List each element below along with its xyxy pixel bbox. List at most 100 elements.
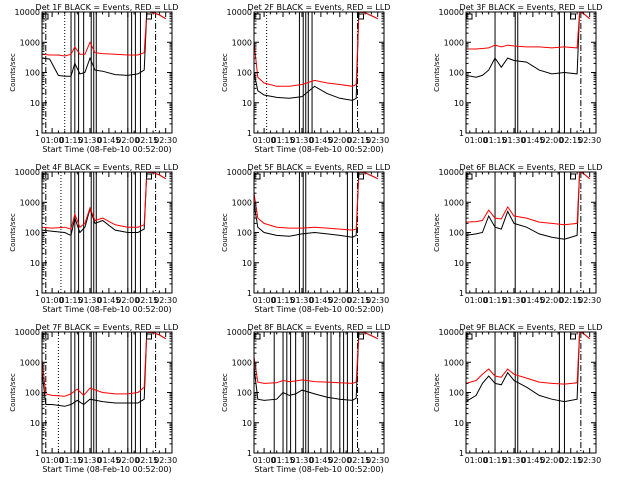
panel-4: 1 10 100 1000 10000 01:0001:1501:3001:4502:00…: [9, 163, 178, 314]
y-tick-label: 1000: [20, 198, 40, 207]
plot-frame: [465, 331, 597, 454]
x-tick-label: 01:00: [253, 456, 276, 465]
x-tick-label: 01:00: [465, 456, 488, 465]
y-tick-label: 1: [459, 289, 464, 298]
x-tick-label: 01:15: [271, 136, 294, 145]
x-tick-label: 02:30: [578, 456, 601, 465]
y-tick-label: 10: [242, 419, 252, 428]
y-axis-label: Counts/sec: [433, 373, 441, 412]
x-tick-label: 01:00: [253, 136, 276, 145]
panel-6: 1 10 100 1000 10000 01:0001:1501:3001:4502:00…: [433, 163, 602, 305]
y-axis-label: Counts/sec: [221, 373, 229, 412]
x-tick-label: 01:30: [502, 456, 525, 465]
y-tick-label: 10000: [439, 328, 464, 337]
x-tick-label: 01:00: [41, 136, 64, 145]
y-tick-label: 10: [454, 259, 464, 268]
x-tick-label: 01:45: [309, 456, 332, 465]
end-box-marker: [569, 333, 576, 340]
panel-title: Det 5F BLACK = Events, RED = LLD: [248, 163, 391, 172]
x-tick-label: 02:15: [135, 456, 158, 465]
x-tick-label: 02:00: [328, 136, 351, 145]
corner-box-marker: [254, 173, 261, 180]
y-tick-label: 1: [247, 129, 252, 138]
y-tick-label: 10: [30, 419, 40, 428]
x-axis-label: Start Time (08-Feb-10 00:52:00): [42, 465, 171, 474]
y-tick-label: 1000: [232, 358, 252, 367]
series-line-lld: [254, 332, 378, 384]
end-box-marker: [357, 13, 364, 20]
x-tick-label: 01:45: [521, 296, 544, 305]
y-tick-label: 1: [247, 289, 252, 298]
y-tick-label: 1000: [232, 198, 252, 207]
x-tick-label: 02:15: [559, 136, 582, 145]
y-tick-label: 10: [454, 419, 464, 428]
panel-title: Det 3F BLACK = Events, RED = LLD: [460, 3, 603, 12]
series-line-events: [254, 12, 378, 101]
y-tick-label: 100: [449, 69, 464, 78]
corner-box-marker: [254, 333, 261, 340]
x-tick-label: 02:15: [559, 456, 582, 465]
x-tick-label: 02:00: [540, 296, 563, 305]
y-tick-label: 1: [35, 289, 40, 298]
y-axis-label: Counts/sec: [9, 373, 17, 412]
series-line-events: [466, 332, 591, 403]
end-box-marker: [145, 13, 152, 20]
panel-9: 1 10 100 1000 10000 01:0001:1501:3001:4502:00…: [433, 323, 602, 465]
x-tick-label: 01:30: [290, 136, 313, 145]
y-tick-label: 10000: [227, 328, 252, 337]
y-tick-label: 10000: [439, 8, 464, 17]
series-line-events: [466, 12, 591, 78]
y-tick-label: 10000: [15, 8, 40, 17]
x-tick-label: 01:30: [502, 296, 525, 305]
y-tick-label: 1000: [444, 358, 464, 367]
end-box-marker: [569, 173, 576, 180]
panel-5: 1 10 100 1000 10000 01:0001:1501:3001:4502:00…: [221, 163, 390, 314]
x-tick-label: 02:15: [559, 296, 582, 305]
x-tick-label: 01:45: [521, 456, 544, 465]
y-tick-label: 1: [35, 129, 40, 138]
x-tick-label: 02:30: [154, 456, 177, 465]
x-axis-label: Start Time (08-Feb-10 00:52:00): [254, 465, 383, 474]
y-tick-label: 1000: [444, 198, 464, 207]
x-tick-label: 02:30: [578, 296, 601, 305]
x-axis-label: Start Time (08-Feb-10 00:52:00): [254, 145, 383, 154]
y-tick-label: 100: [25, 69, 40, 78]
x-tick-label: 01:30: [502, 136, 525, 145]
end-box-marker: [357, 333, 364, 340]
series-line-lld: [254, 12, 378, 87]
y-tick-label: 100: [25, 229, 40, 238]
series-line-lld: [42, 332, 166, 397]
y-tick-label: 1000: [232, 38, 252, 47]
end-box-marker: [145, 173, 152, 180]
y-tick-label: 1: [247, 449, 252, 458]
x-tick-label: 02:15: [347, 456, 370, 465]
x-tick-label: 02:30: [578, 136, 601, 145]
x-tick-label: 02:00: [328, 296, 351, 305]
panel-title: Det 7F BLACK = Events, RED = LLD: [36, 323, 179, 332]
panel-title: Det 6F BLACK = Events, RED = LLD: [460, 163, 603, 172]
y-tick-label: 10000: [15, 328, 40, 337]
x-tick-label: 01:15: [483, 296, 506, 305]
y-tick-label: 10000: [15, 168, 40, 177]
series-line-lld: [254, 172, 378, 231]
series-line-events: [466, 172, 591, 240]
x-tick-label: 01:30: [290, 456, 313, 465]
y-tick-label: 10: [454, 99, 464, 108]
x-tick-label: 01:00: [253, 296, 276, 305]
panel-title: Det 1F BLACK = Events, RED = LLD: [36, 3, 179, 12]
y-tick-label: 10: [30, 99, 40, 108]
corner-box-marker: [466, 13, 473, 20]
x-tick-label: 01:00: [41, 296, 64, 305]
corner-box-marker: [42, 13, 49, 20]
x-tick-label: 02:30: [366, 456, 389, 465]
y-axis-label: Counts/sec: [9, 213, 17, 252]
y-tick-label: 1: [459, 449, 464, 458]
plot-frame: [465, 171, 597, 294]
series-line-events: [42, 332, 166, 407]
y-tick-label: 1000: [20, 358, 40, 367]
x-tick-label: 01:00: [41, 456, 64, 465]
x-tick-label: 02:00: [116, 296, 139, 305]
x-tick-label: 02:15: [347, 296, 370, 305]
x-tick-label: 02:30: [154, 296, 177, 305]
y-axis-label: Counts/sec: [433, 53, 441, 92]
